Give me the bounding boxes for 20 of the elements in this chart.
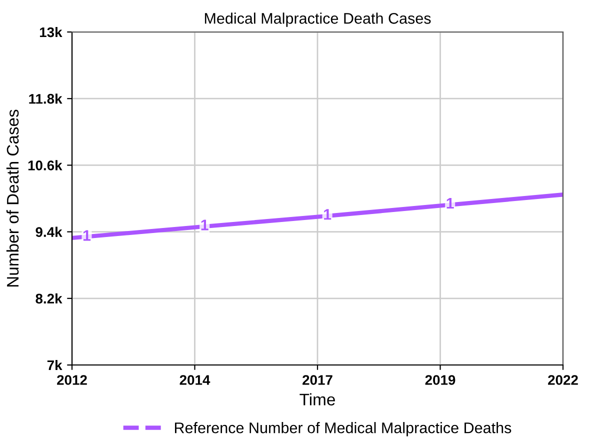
x-tick-label: 2017: [302, 375, 332, 385]
legend-label: Reference Number of Medical Malpractice Deaths: [174, 422, 512, 436]
x-tick-label: 2022: [548, 375, 578, 385]
y-tick-label: 11.8k: [29, 94, 62, 104]
x-tick-label: 2012: [57, 375, 87, 385]
x-axis-title: Time: [300, 393, 335, 406]
line-series: [72, 192, 563, 240]
x-tick-label: 2019: [425, 375, 456, 385]
x-tick-label: 2014: [180, 375, 210, 385]
y-axis-title: Number of Death Cases: [6, 110, 19, 287]
chart-title: Medical Malpractice Death Cases: [204, 12, 431, 27]
annotation: 1: [446, 198, 454, 209]
y-tick-label: 7k: [47, 360, 62, 370]
y-tick-label: 10.6k: [28, 160, 62, 170]
y-tick-label: 9.4k: [36, 226, 62, 237]
y-tick-label: 13k: [40, 26, 62, 38]
annotation: 1: [201, 220, 208, 230]
annotation: 1: [83, 230, 91, 241]
annotation: 1: [324, 209, 332, 220]
y-tick-label: 8.2k: [36, 293, 62, 304]
